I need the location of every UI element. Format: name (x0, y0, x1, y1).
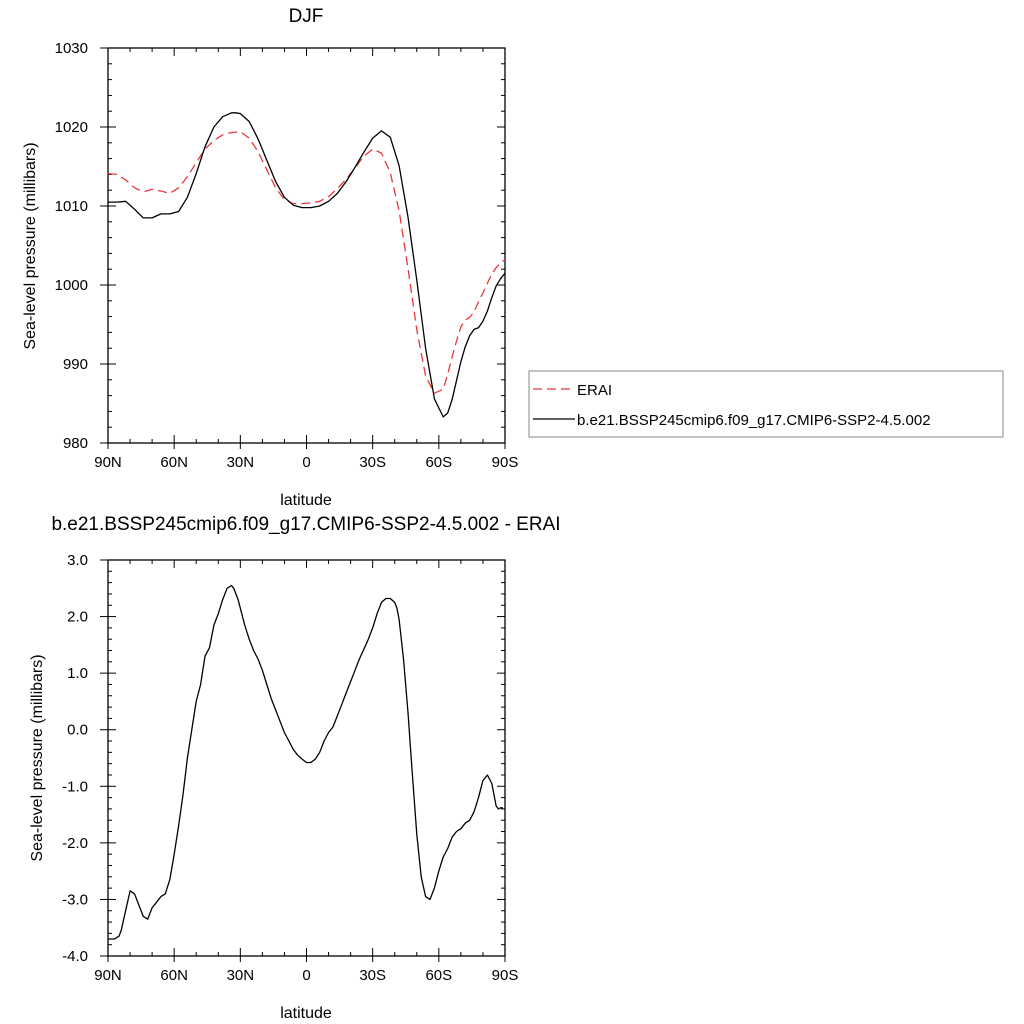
y-axis-label: Sea-level pressure (millibars) (29, 654, 46, 861)
x-tick-label: 30N (227, 967, 255, 984)
y-tick-labels: -4.0 -3.0 -2.0 -1.0 0.0 1.0 2.0 3.0 (62, 552, 88, 965)
x-tick-labels: 90N 60N 30N 0 30S 60S 90S (94, 967, 518, 984)
y-tick-label: 1020 (55, 119, 88, 136)
x-tick-label: 90S (492, 967, 519, 984)
x-tick-label: 0 (302, 967, 310, 984)
x-tick-label: 60S (425, 454, 452, 471)
x-tick-label: 30S (359, 967, 386, 984)
y-tick-label: -2.0 (62, 835, 88, 852)
y-tick-label: -4.0 (62, 948, 88, 965)
y-tick-label: 3.0 (67, 552, 88, 569)
x-tick-label: 30N (227, 454, 255, 471)
chart-difference: b.e21.BSSP245cmip6.f09_g17.CMIP6-SSP2-4.… (29, 514, 561, 1022)
x-tick-label: 90N (94, 454, 122, 471)
legend-label-erai: ERAI (577, 382, 612, 399)
x-tick-labels: 90N 60N 30N 0 30S 60S 90S (94, 454, 518, 471)
y-tick-label: 990 (63, 356, 88, 373)
y-tick-label: -1.0 (62, 778, 88, 795)
y-tick-label: 1010 (55, 198, 88, 215)
chart-title: b.e21.BSSP245cmip6.f09_g17.CMIP6-SSP2-4.… (51, 514, 560, 535)
x-tick-label: 30S (359, 454, 386, 471)
x-tick-label: 90N (94, 967, 122, 984)
y-tick-label: 1000 (55, 277, 88, 294)
plot-frame (107, 559, 506, 957)
y-tick-label: -3.0 (62, 891, 88, 908)
y-tick-label: 0.0 (67, 722, 88, 739)
y-tick-label: 980 (63, 435, 88, 452)
legend: ERAI b.e21.BSSP245cmip6.f09_g17.CMIP6-SS… (528, 370, 1004, 438)
series-line-1 (108, 112, 506, 418)
chart-title: DJF (289, 6, 324, 27)
y-tick-label: 1.0 (67, 665, 88, 682)
series-line-0 (107, 131, 506, 394)
tick-marks (100, 47, 506, 449)
x-tick-label: 60S (425, 967, 452, 984)
x-tick-label: 90S (492, 454, 519, 471)
series-lines (108, 584, 503, 940)
series-line-0 (108, 584, 503, 940)
legend-box (528, 370, 1004, 438)
x-axis-label: latitude (280, 1005, 332, 1022)
y-tick-label: 1030 (55, 40, 88, 57)
x-axis-label: latitude (280, 492, 332, 509)
x-tick-label: 60N (160, 967, 188, 984)
tick-marks (100, 559, 506, 962)
x-tick-label: 60N (160, 454, 188, 471)
legend-label-model: b.e21.BSSP245cmip6.f09_g17.CMIP6-SSP2-4.… (577, 412, 931, 429)
x-tick-label: 0 (302, 454, 310, 471)
series-lines (107, 112, 506, 418)
chart-sea-level-pressure-djf: DJF 90N 60N 30N 0 30S 60S 90S 980 990 1000 1010 10… (22, 6, 1004, 509)
y-tick-label: 2.0 (67, 609, 88, 626)
y-axis-label: Sea-level pressure (millibars) (22, 142, 39, 349)
y-tick-labels: 980 990 1000 1010 1020 1030 (55, 40, 88, 452)
